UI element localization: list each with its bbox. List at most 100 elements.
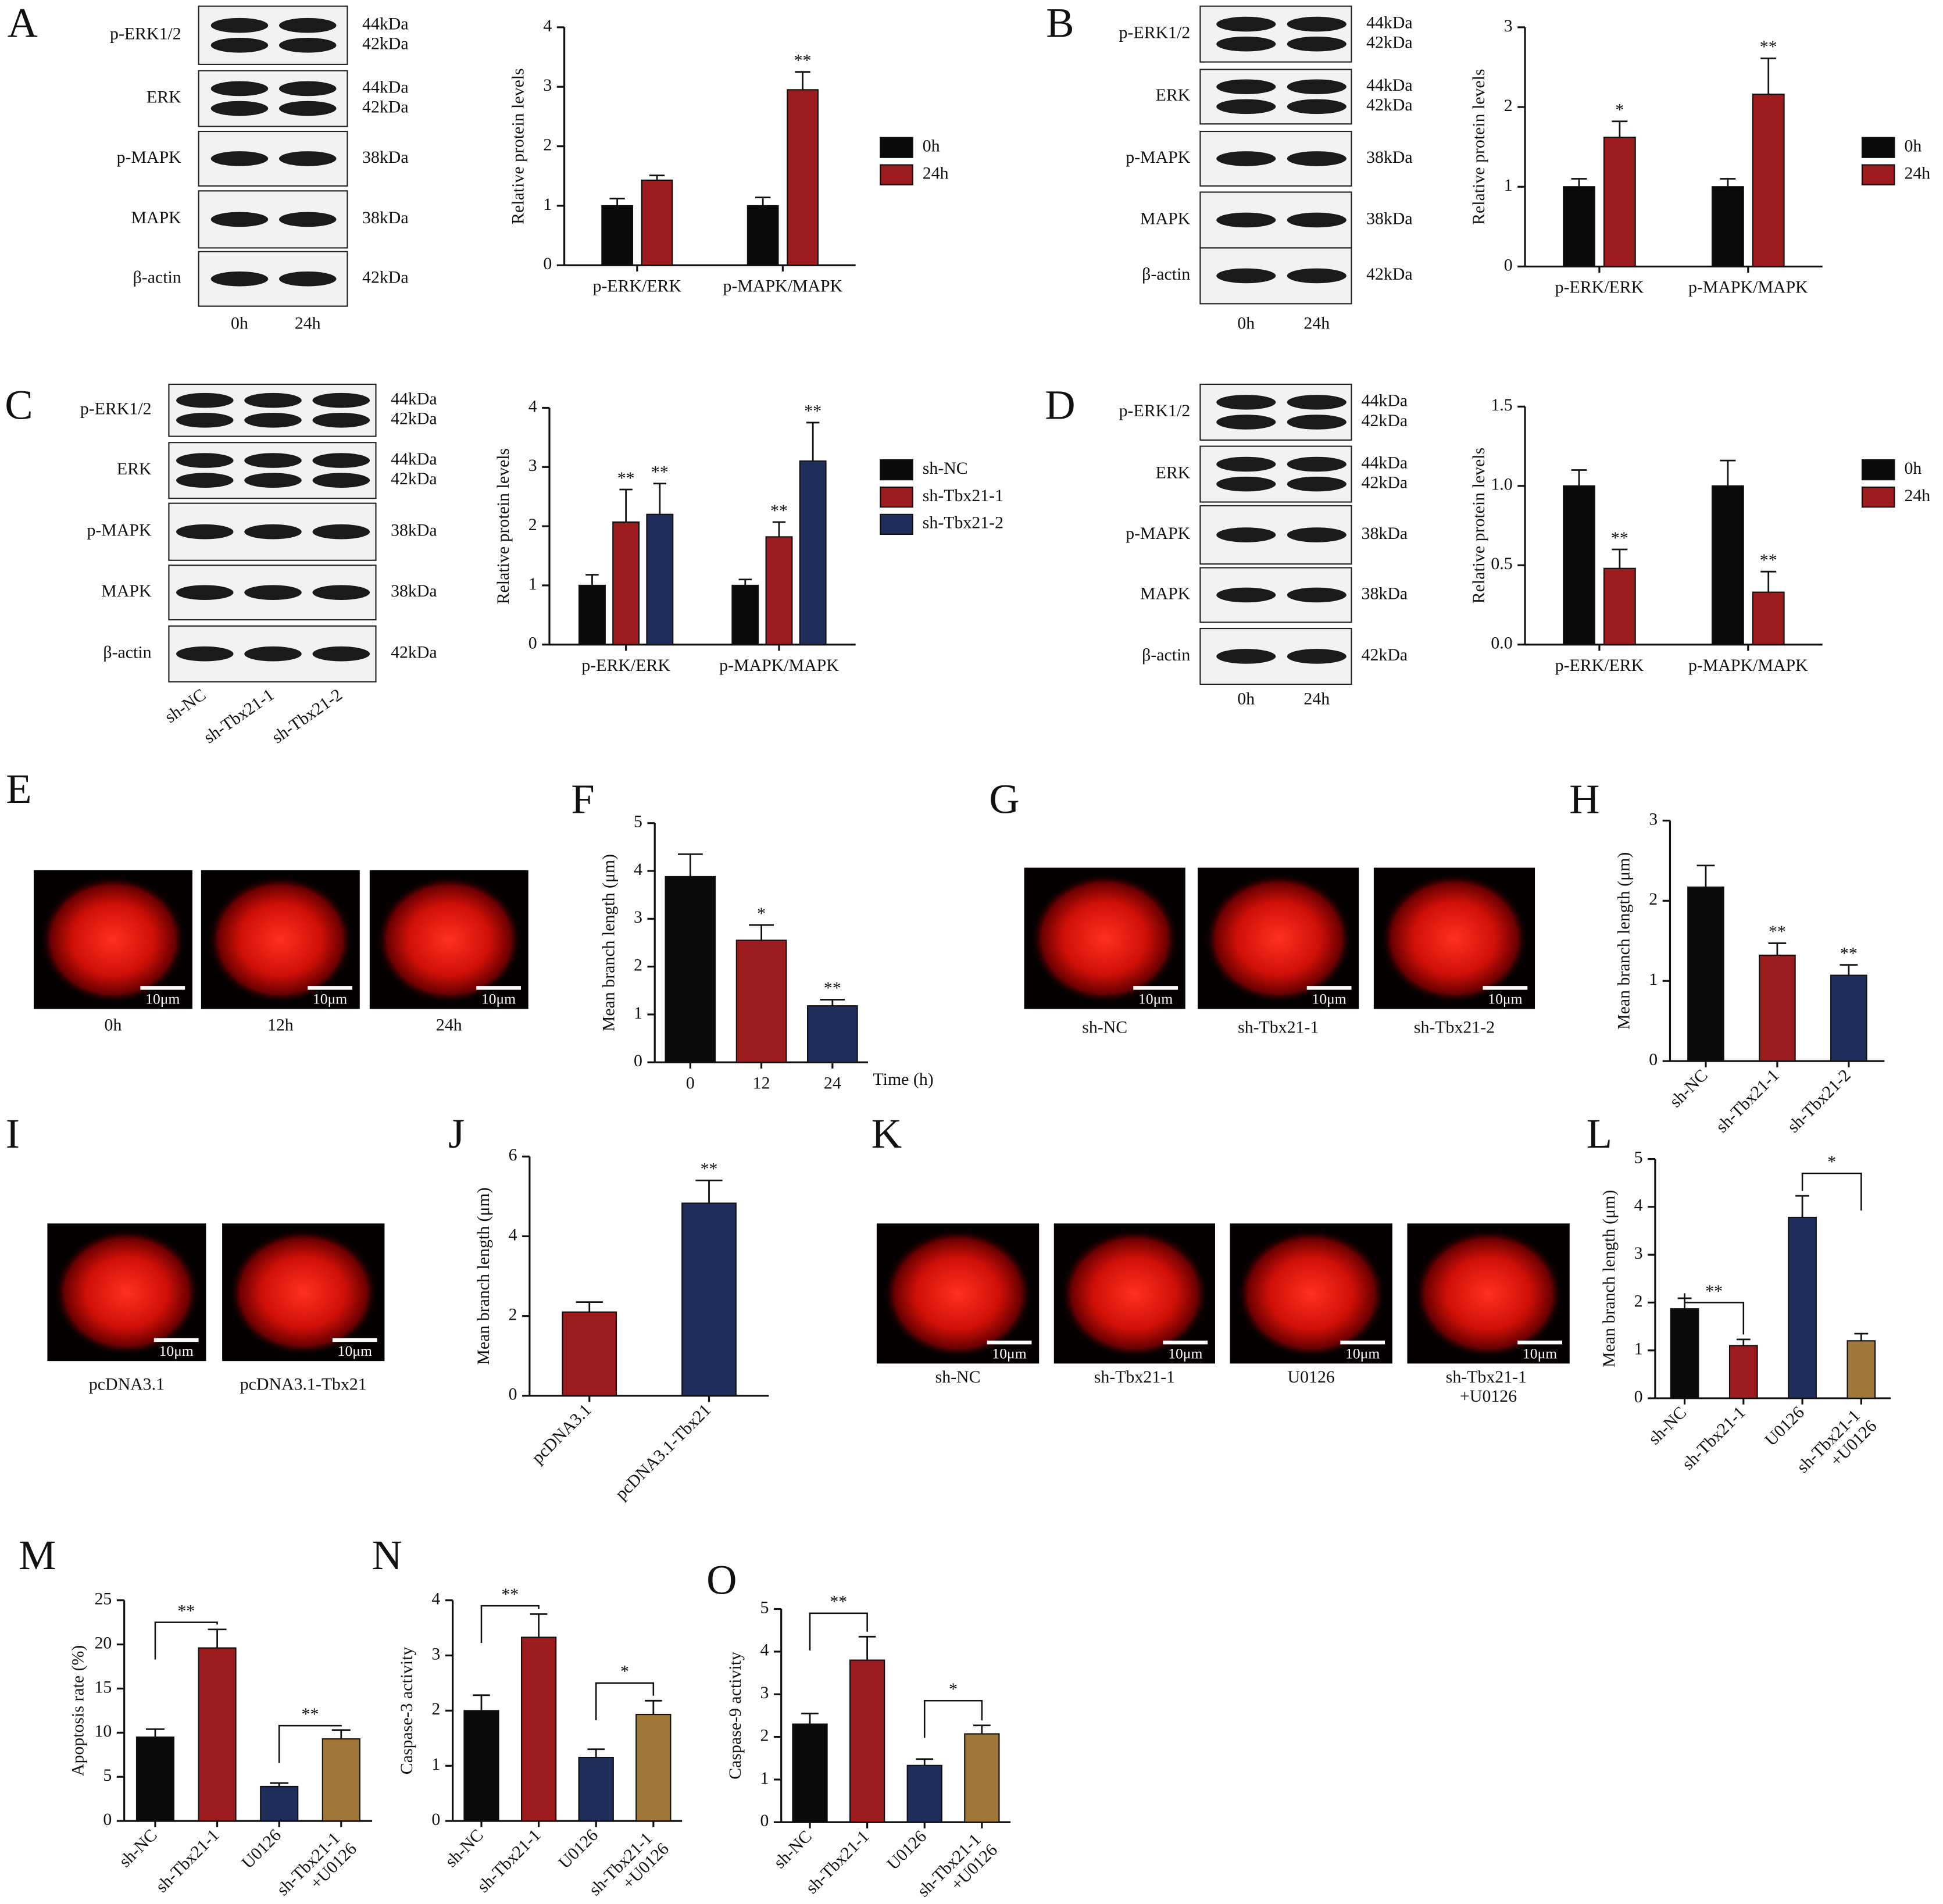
blot-band — [1287, 16, 1346, 32]
cell — [207, 876, 353, 1004]
bracket — [1801, 1172, 1862, 1211]
blot-band — [1216, 16, 1276, 32]
cell — [1030, 873, 1179, 1003]
y-tick-label: 1.5 — [1491, 395, 1512, 415]
x-tick-label: p-ERK/ERK — [581, 656, 670, 675]
x-tick-label: p-MAPK/MAPK — [723, 277, 843, 296]
bracket — [480, 1605, 540, 1644]
blot-kda: 44kDa — [391, 449, 437, 469]
micrograph-label: pcDNA3.1 — [89, 1375, 165, 1394]
y-tick-label: 4 — [431, 1589, 440, 1608]
blot-band — [176, 453, 234, 468]
blot-strip — [1199, 5, 1352, 63]
blot-band — [1216, 395, 1276, 410]
legend-swatch — [880, 164, 913, 185]
y-axis-label: Mean branch length (μm) — [474, 1187, 493, 1364]
legend-label: 0h — [1904, 137, 1921, 156]
y-tick-label: 0.0 — [1491, 634, 1512, 653]
y-tick-label: 0 — [1634, 1387, 1643, 1406]
bar — [1728, 1345, 1758, 1399]
blot-band — [176, 392, 234, 408]
blot-row-label: β-actin — [103, 643, 151, 662]
panel-letter: E — [6, 765, 31, 812]
blot-band — [1216, 476, 1276, 492]
blot-row-label: p-ERK1/2 — [110, 24, 181, 44]
blot-kda: 38kDa — [391, 521, 437, 540]
bar — [806, 1005, 858, 1063]
x-tick-label: p-MAPK/MAPK — [1688, 656, 1808, 675]
legend-label: 24h — [923, 163, 949, 183]
blot-band — [1216, 151, 1276, 166]
blot-lane-label: 0h — [1237, 690, 1255, 709]
micrograph-label: sh-NC — [935, 1367, 981, 1387]
y-tick-label: 6 — [509, 1145, 517, 1164]
y-tick-label: 4 — [760, 1641, 769, 1660]
y-tick-label: 4 — [509, 1225, 517, 1244]
blot-row-label: p-MAPK — [1126, 148, 1191, 167]
blot-kda: 42kDa — [1362, 473, 1408, 492]
y-tick-label: 2 — [760, 1726, 769, 1745]
blot-band — [278, 151, 337, 166]
significance: ** — [1611, 528, 1628, 548]
blot-band — [278, 17, 337, 33]
scale-bar-label: 10μm — [481, 991, 516, 1008]
blot-band — [312, 585, 370, 600]
micrograph-label: pcDNA3.1-Tbx21 — [240, 1375, 367, 1394]
blot-band — [1287, 456, 1346, 472]
blot-row-label: p-MAPK — [1126, 524, 1191, 543]
blot-kda: 38kDa — [1362, 584, 1408, 603]
legend-label: 24h — [1904, 486, 1930, 505]
blot-kda: 42kDa — [391, 409, 437, 428]
bar — [578, 1756, 614, 1822]
y-tick-label: 1 — [1649, 970, 1658, 989]
scale-bar-label: 10μm — [338, 1342, 372, 1359]
panel-letter: K — [872, 1110, 902, 1157]
micrograph-label: sh-Tbx21-2 — [1414, 1018, 1495, 1037]
micrograph-label: U0126 — [1288, 1367, 1335, 1387]
y-tick-label: 1 — [634, 1003, 642, 1023]
legend-swatch — [1861, 486, 1895, 508]
x-tick-label: 0 — [686, 1073, 695, 1092]
bracket — [809, 1612, 868, 1651]
significance: ** — [177, 1601, 195, 1620]
bar — [665, 876, 716, 1063]
y-tick-label: 3 — [543, 76, 552, 95]
blot-kda: 44kDa — [391, 390, 437, 409]
blot-band — [1216, 99, 1276, 115]
panel-letter: I — [6, 1110, 20, 1157]
blot-lane-label: 24h — [295, 313, 321, 333]
significance: ** — [1760, 37, 1777, 56]
blot-kda: 38kDa — [362, 148, 409, 167]
blot-strip — [198, 5, 348, 65]
legend-label: 0h — [923, 137, 940, 156]
legend-swatch — [1861, 164, 1895, 185]
micrograph-label: 24h — [436, 1015, 462, 1034]
blot-strip — [168, 442, 377, 499]
blot-kda: 42kDa — [1362, 411, 1408, 430]
blot-band — [312, 473, 370, 488]
blot-band — [244, 524, 302, 540]
bracket — [1684, 1293, 1745, 1335]
y-tick-label: 5 — [634, 812, 642, 831]
blot-band — [210, 151, 269, 166]
y-tick-label: 4 — [528, 396, 537, 416]
significance: * — [949, 1680, 958, 1699]
y-tick-label: 0 — [760, 1811, 769, 1830]
blot-row-label: p-ERK1/2 — [1119, 401, 1191, 420]
y-tick-label: 2 — [431, 1699, 440, 1719]
bar — [641, 179, 673, 266]
legend-swatch — [880, 486, 913, 508]
bar — [681, 1202, 737, 1396]
scale-bar-label: 10μm — [1523, 1345, 1557, 1362]
blot-band — [278, 212, 337, 227]
blot-strip — [1199, 383, 1352, 441]
x-tick-label: p-ERK/ERK — [1555, 656, 1644, 675]
legend-label: 24h — [1904, 163, 1930, 183]
legend-label: sh-NC — [923, 459, 968, 478]
panel-letter: C — [5, 381, 33, 428]
y-tick-label: 3 — [1649, 809, 1658, 828]
blot-band — [312, 413, 370, 428]
y-tick-label: 0 — [634, 1051, 642, 1070]
panel-letter: N — [372, 1531, 402, 1578]
y-tick-label: 3 — [1504, 16, 1513, 35]
